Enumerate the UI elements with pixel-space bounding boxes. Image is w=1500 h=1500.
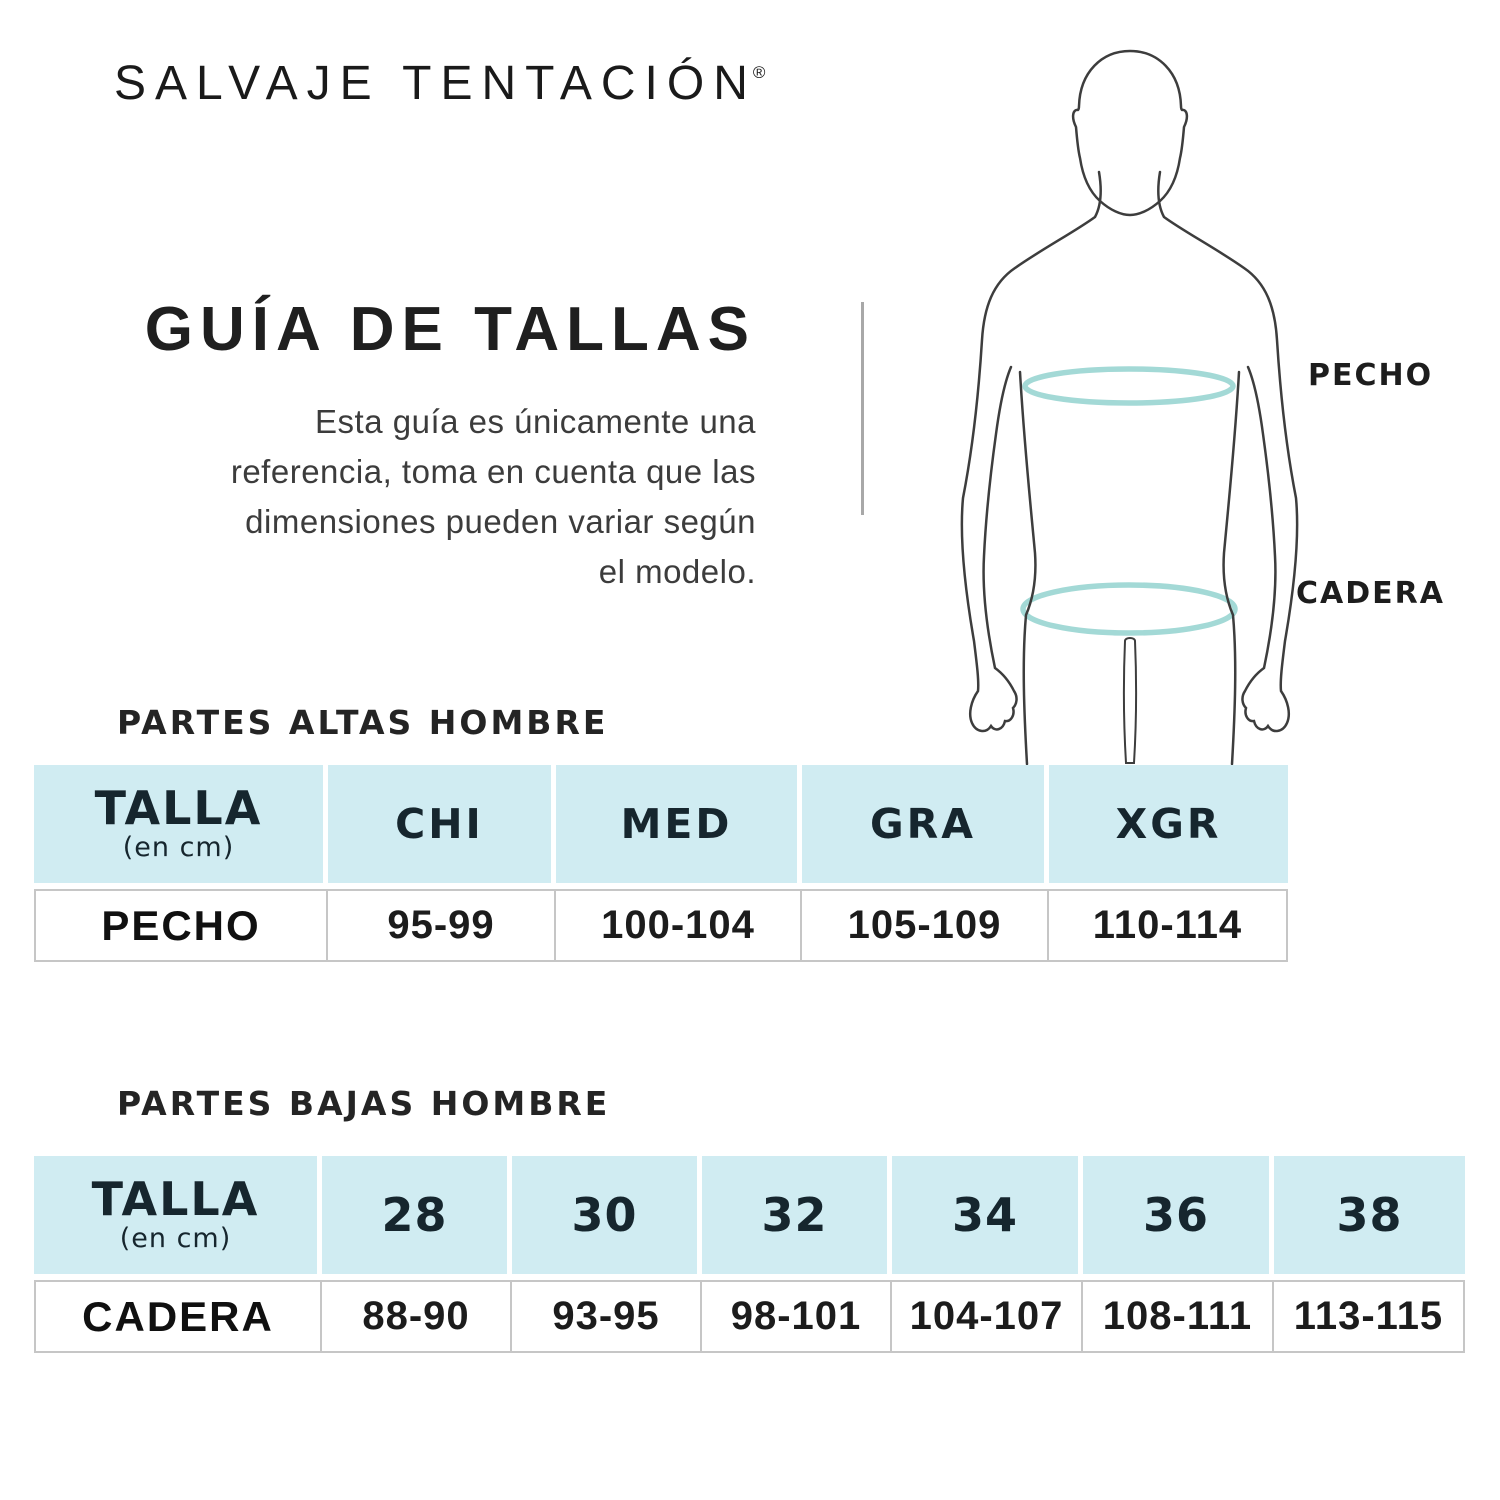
figure-right-arm bbox=[1157, 170, 1299, 733]
lower-value-30: 93-95 bbox=[512, 1280, 702, 1353]
talla-label: TALLA bbox=[91, 1172, 260, 1226]
intro-line: dimensiones pueden variar según bbox=[245, 503, 756, 540]
lower-header-28: 28 bbox=[322, 1156, 512, 1280]
figure-center-seam bbox=[1122, 637, 1138, 764]
lower-value-38: 113-115 bbox=[1274, 1280, 1465, 1353]
upper-header-chi: CHI bbox=[328, 765, 556, 889]
upper-header-gra: GRA bbox=[802, 765, 1049, 889]
figure-left-arm bbox=[960, 170, 1102, 733]
upper-header-xgr: XGR bbox=[1049, 765, 1288, 889]
lower-header-talla: TALLA (en cm) bbox=[34, 1156, 322, 1280]
lower-header-32: 32 bbox=[702, 1156, 892, 1280]
lower-header-30: 30 bbox=[512, 1156, 702, 1280]
hip-label: CADERA bbox=[1296, 576, 1445, 611]
lower-header-36: 36 bbox=[1083, 1156, 1274, 1280]
brand-name: SALVAJE TENTACIÓN bbox=[114, 57, 757, 110]
figure-head bbox=[1071, 49, 1189, 217]
lower-table-title: PARTES BAJAS HOMBRE bbox=[117, 1084, 611, 1123]
upper-value-med: 100-104 bbox=[556, 889, 802, 962]
vertical-divider bbox=[861, 302, 864, 515]
registered-trademark-icon: ® bbox=[752, 63, 766, 82]
upper-value-chi: 95-99 bbox=[328, 889, 556, 962]
brand-logo: SALVAJE TENTACIÓN® bbox=[114, 56, 769, 111]
chest-label: PECHO bbox=[1308, 358, 1434, 393]
intro-line: referencia, toma en cuenta que las bbox=[230, 453, 756, 490]
hip-measure-line bbox=[1020, 582, 1238, 636]
upper-header-med: MED bbox=[556, 765, 802, 889]
upper-table-title: PARTES ALTAS HOMBRE bbox=[117, 703, 609, 742]
figure-left-torso-leg bbox=[1018, 370, 1037, 765]
intro-line: Esta guía es únicamente una bbox=[315, 403, 756, 440]
upper-header-talla: TALLA (en cm) bbox=[34, 765, 328, 889]
talla-label: TALLA bbox=[94, 781, 263, 835]
upper-value-gra: 105-109 bbox=[802, 889, 1049, 962]
upper-size-table: TALLA (en cm) CHI MED GRA XGR PECHO 95-9… bbox=[34, 765, 1288, 962]
lower-size-table: TALLA (en cm) 28 30 32 34 36 38 CADERA 8… bbox=[34, 1156, 1465, 1353]
intro-block: GUÍA DE TALLAS Esta guía es únicamente u… bbox=[50, 294, 756, 597]
lower-value-34: 104-107 bbox=[892, 1280, 1083, 1353]
lower-value-36: 108-111 bbox=[1083, 1280, 1274, 1353]
male-body-diagram bbox=[960, 49, 1299, 765]
lower-value-32: 98-101 bbox=[702, 1280, 892, 1353]
upper-row-label: PECHO bbox=[34, 889, 328, 962]
talla-unit: (en cm) bbox=[122, 832, 235, 863]
upper-value-xgr: 110-114 bbox=[1049, 889, 1288, 962]
intro-line: el modelo. bbox=[598, 553, 756, 590]
lower-row-label: CADERA bbox=[34, 1280, 322, 1353]
page-title: GUÍA DE TALLAS bbox=[144, 295, 756, 364]
figure-right-torso-leg bbox=[1222, 370, 1241, 765]
lower-value-28: 88-90 bbox=[322, 1280, 512, 1353]
chest-measure-line bbox=[1022, 366, 1236, 406]
lower-header-34: 34 bbox=[892, 1156, 1083, 1280]
talla-unit: (en cm) bbox=[119, 1223, 232, 1254]
lower-header-38: 38 bbox=[1274, 1156, 1465, 1280]
intro-description: Esta guía es únicamente una referencia, … bbox=[50, 397, 756, 597]
